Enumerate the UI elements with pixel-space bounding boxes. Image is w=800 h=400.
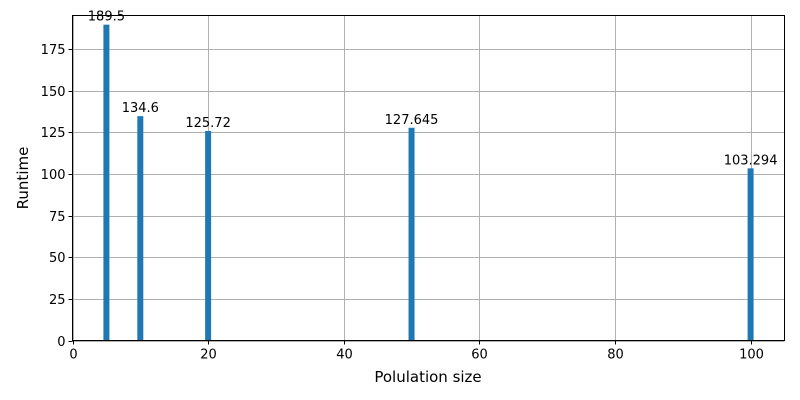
data-label-20: 125.72 [185,116,231,131]
y-tick-label-7: 175 [41,43,66,58]
x-tick-label-2: 40 [336,348,353,363]
y-tick-label-4: 100 [41,168,66,183]
bars [103,24,754,341]
bar-100 [747,168,754,341]
x-tick-label-1: 20 [200,348,217,363]
x-tick-label-0: 0 [69,348,77,363]
y-tick-label-5: 125 [41,126,66,141]
y-tick-label-3: 75 [49,210,66,225]
bar-50 [408,127,415,341]
x-tick-label-5: 100 [739,348,764,363]
y-axis-ticks: 0 25 50 75 100 125 150 175 [41,43,73,350]
data-labels: 189.5 134.6 125.72 127.645 103.294 [88,10,778,169]
data-label-5: 189.5 [88,10,125,25]
data-label-100: 103.294 [724,153,778,168]
data-label-10: 134.6 [122,101,159,116]
y-tick-label-0: 0 [57,335,65,350]
bar-20 [205,130,212,341]
grid [72,15,785,342]
data-label-50: 127.645 [385,113,439,128]
x-axis-title: Polulation size [374,368,481,386]
x-tick-label-4: 80 [607,348,624,363]
plot-frame [72,15,785,341]
y-axis-title: Runtime [14,147,32,210]
y-tick-label-2: 50 [49,251,66,266]
bar-10 [137,116,144,341]
x-axis-ticks: 0 20 40 60 80 100 [69,340,764,363]
x-tick-label-3: 60 [471,348,488,363]
y-tick-label-6: 150 [41,85,66,100]
bar-5 [103,24,110,341]
y-tick-label-1: 25 [49,293,66,308]
